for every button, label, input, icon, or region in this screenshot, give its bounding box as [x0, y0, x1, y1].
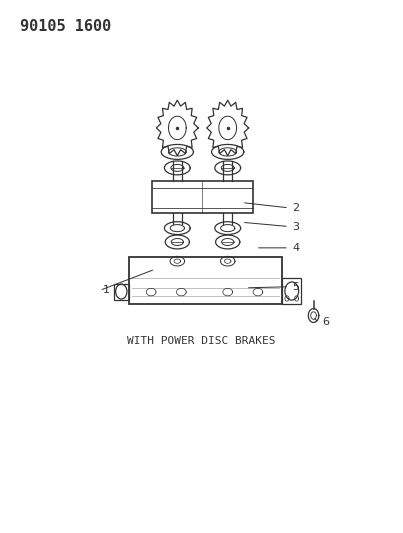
- Text: WITH POWER DISC BRAKES: WITH POWER DISC BRAKES: [127, 336, 276, 346]
- Text: 4: 4: [292, 243, 299, 253]
- Text: 5: 5: [292, 282, 299, 292]
- Text: 6: 6: [322, 318, 329, 327]
- Text: 3: 3: [292, 222, 299, 231]
- Text: 1: 1: [103, 286, 110, 295]
- Text: 2: 2: [292, 203, 299, 213]
- Text: 90105 1600: 90105 1600: [20, 19, 111, 34]
